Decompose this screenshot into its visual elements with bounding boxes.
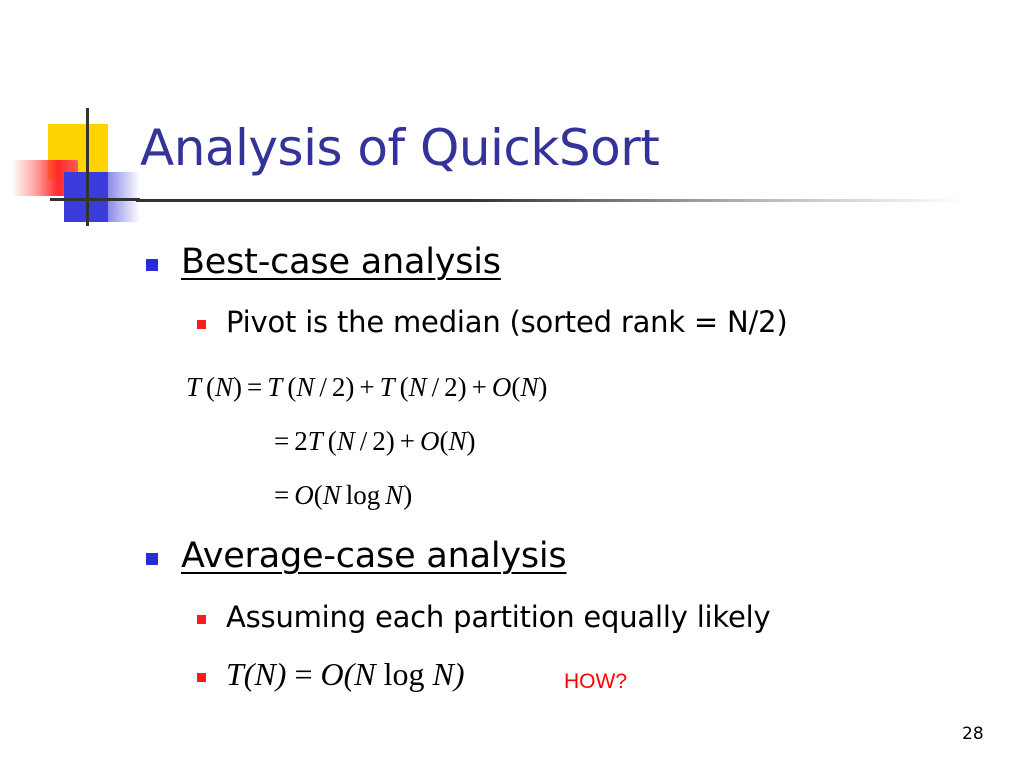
eq-term: )	[403, 480, 413, 510]
bullet-square-icon	[146, 553, 158, 565]
eq-term: (	[439, 426, 449, 456]
eq-term: +	[399, 426, 416, 456]
eq-term: 2)	[331, 372, 355, 402]
eq-term: (	[313, 480, 323, 510]
eq-term: )	[233, 372, 243, 402]
eq-term: N	[385, 480, 404, 510]
math-term: N)	[432, 656, 465, 692]
eq-term: T	[267, 372, 283, 402]
bullet-square-icon	[197, 320, 206, 329]
eq-term: /	[431, 372, 440, 402]
eq-term: N	[520, 372, 539, 402]
best-case-heading: Best-case analysis	[181, 242, 501, 282]
equation-line-1: T (N) = T (N/2) + T (N/2) + O(N)	[186, 370, 547, 404]
eq-term: O	[294, 480, 314, 510]
eq-term: +	[471, 372, 487, 402]
eq-term: /	[319, 372, 327, 402]
eq-term: N	[215, 372, 234, 402]
eq-term: N	[448, 426, 467, 456]
eq-term: O	[491, 372, 512, 402]
math-term: T(N)	[226, 656, 287, 692]
logo-horizontal-line	[50, 198, 140, 201]
page-number: 28	[962, 724, 984, 744]
bullet-square-icon	[197, 615, 206, 624]
average-case-point-2: T(N) = O(N log N)	[226, 653, 465, 695]
equation-line-3: = O(N log N)	[274, 478, 412, 512]
eq-term: (	[206, 372, 216, 402]
eq-term: )	[538, 372, 548, 402]
eq-term: N	[296, 372, 315, 402]
best-case-point: Pivot is the median (sorted rank = N/2)	[226, 305, 788, 339]
four-square-crosshair-logo	[0, 0, 140, 240]
bullet-square-icon	[146, 259, 158, 271]
eq-term: N	[408, 372, 427, 402]
eq-term: =	[274, 480, 290, 510]
eq-term: 2)	[444, 372, 467, 402]
eq-term: T	[307, 426, 323, 456]
eq-term: (	[287, 372, 297, 402]
eq-term: (	[399, 372, 409, 402]
eq-term: /	[359, 426, 368, 456]
eq-term: 2)	[372, 426, 395, 456]
math-term: =	[294, 656, 313, 692]
eq-term: log	[345, 480, 381, 510]
math-term: O(N	[320, 656, 376, 692]
average-case-heading: Average-case analysis	[181, 536, 567, 576]
slide-title: Analysis of QuickSort	[140, 119, 660, 177]
eq-term: (	[511, 372, 521, 402]
eq-term: 2	[294, 426, 308, 456]
eq-term: N	[322, 480, 341, 510]
eq-term: )	[466, 426, 476, 456]
eq-term: O	[420, 426, 440, 456]
eq-term: =	[274, 426, 290, 456]
eq-term: T	[379, 372, 395, 402]
equation-line-2: = 2T (N/2) + O(N)	[274, 424, 476, 458]
eq-term: =	[247, 372, 263, 402]
average-case-point-1: Assuming each partition equally likely	[226, 600, 771, 634]
eq-term: T	[186, 372, 202, 402]
how-note: HOW?	[564, 670, 627, 693]
bullet-square-icon	[197, 673, 206, 682]
math-term: log	[383, 656, 425, 692]
title-rule	[136, 199, 966, 202]
eq-term: N	[336, 426, 355, 456]
eq-term: (	[327, 426, 337, 456]
eq-term: +	[359, 372, 375, 402]
logo-vertical-line	[86, 108, 89, 226]
logo-blue-fade	[100, 172, 140, 222]
